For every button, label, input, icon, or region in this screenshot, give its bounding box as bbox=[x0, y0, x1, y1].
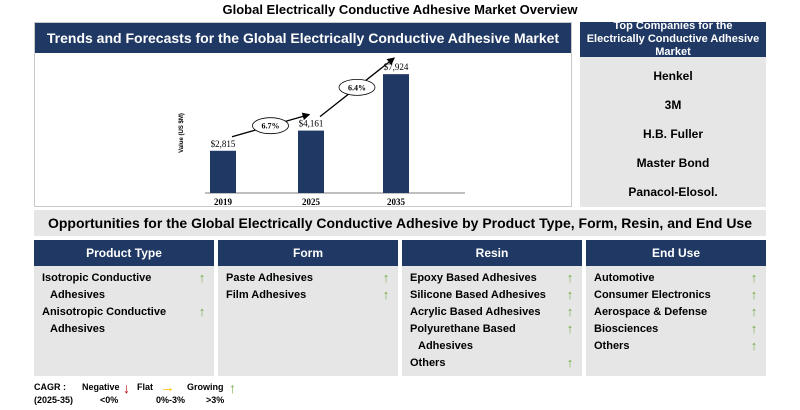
growing-arrow-icon: ↑ bbox=[750, 338, 758, 353]
category-header: Resin bbox=[402, 240, 582, 266]
cagr-bubble bbox=[338, 78, 376, 96]
category-form: Form Paste Adhesives ↑ Film Adhesives ↑ bbox=[218, 240, 398, 376]
data-label-2025: $4,161 bbox=[299, 119, 324, 129]
top-companies-list: Henkel 3M H.B. Fuller Master Bond Panaco… bbox=[580, 62, 766, 207]
growing-label: Growing bbox=[187, 382, 224, 392]
bar-2019 bbox=[210, 150, 236, 193]
category-item: Others ↑ bbox=[408, 355, 576, 372]
top-companies-header: Top Companies for the Electrically Condu… bbox=[580, 20, 766, 58]
negative-range: <0% bbox=[100, 395, 119, 405]
market-bar-chart: Value (US $M) $2,815 2019 $4,161 2025 $7,924 2… bbox=[179, 57, 465, 206]
category-item: Epoxy Based Adhesives ↑ bbox=[408, 270, 576, 287]
growing-arrow-icon: ↑ bbox=[198, 304, 206, 319]
bar-2035 bbox=[383, 74, 409, 193]
page-title: Global Electrically Conductive Adhesive … bbox=[222, 2, 578, 17]
growing-arrow-icon: ↑ bbox=[566, 321, 574, 336]
category-item: Anisotropic Conductive Adhesives ↑ bbox=[40, 304, 208, 338]
trend-header: Trends and Forecasts for the Global Elec… bbox=[35, 23, 571, 76]
growing-arrow-icon: ↑ bbox=[382, 287, 390, 302]
growing-arrow-icon: ↑ bbox=[382, 270, 390, 285]
bar-2025 bbox=[298, 130, 324, 193]
category-header: Form bbox=[218, 240, 398, 266]
growing-arrow-icon: ↑ bbox=[229, 380, 236, 396]
data-label-2035: $7,924 bbox=[384, 62, 409, 72]
cagr-label: 6.7% bbox=[262, 122, 280, 131]
company-item: Master Bond bbox=[636, 156, 710, 170]
category-item: Others ↑ bbox=[592, 338, 760, 355]
data-label-2019: $2,815 bbox=[211, 139, 236, 149]
flat-arrow-icon: → bbox=[160, 379, 175, 396]
x-tick-label-2025: 2025 bbox=[302, 197, 321, 206]
cagr-period: (2025-35) bbox=[34, 395, 74, 405]
growing-arrow-icon: ↑ bbox=[750, 304, 758, 319]
x-tick-label-2035: 2035 bbox=[387, 197, 406, 206]
category-item: Silicone Based Adhesives ↑ bbox=[408, 287, 576, 304]
growing-arrow-icon: ↑ bbox=[566, 355, 574, 370]
flat-range: 0%-3% bbox=[156, 395, 186, 405]
company-item: Panacol-Elosol. bbox=[628, 185, 718, 199]
growing-arrow-icon: ↑ bbox=[566, 270, 574, 285]
company-item: Henkel bbox=[653, 69, 693, 83]
growing-range: >3% bbox=[206, 395, 225, 405]
category-item: Isotropic Conductive Adhesives ↑ bbox=[40, 270, 208, 304]
growing-arrow-icon: ↑ bbox=[566, 304, 574, 319]
growing-arrow-icon: ↑ bbox=[750, 270, 758, 285]
category-item: Paste Adhesives ↑ bbox=[224, 270, 392, 287]
cagr-label: 6.4% bbox=[348, 83, 366, 92]
growing-arrow-icon: ↑ bbox=[750, 321, 758, 336]
category-resin: Resin Epoxy Based Adhesives ↑ Silicone Ba… bbox=[402, 240, 582, 376]
cagr-legend: CAGR : (2025-35) Negative <0% ↓ Flat 0%-… bbox=[34, 379, 274, 408]
growing-arrow-icon: ↑ bbox=[566, 287, 574, 302]
y-axis-label: Value (US $M) bbox=[179, 113, 185, 153]
growing-arrow-icon: ↑ bbox=[198, 270, 206, 285]
category-item: Automotive ↑ bbox=[592, 270, 760, 287]
category-product-type: Product Type Isotropic Conductive Adhesi… bbox=[34, 240, 214, 376]
category-item: Consumer Electronics ↑ bbox=[592, 287, 760, 304]
category-item: Acrylic Based Adhesives ↑ bbox=[408, 304, 576, 321]
opportunities-title: Opportunities for the Global Electricall… bbox=[34, 210, 766, 236]
x-tick-label-2019: 2019 bbox=[214, 197, 233, 206]
negative-arrow-icon: ↓ bbox=[123, 380, 130, 396]
cagr-label: CAGR : bbox=[34, 382, 66, 392]
category-item: Aerospace & Defense ↑ bbox=[592, 304, 760, 321]
top-companies-panel: Top Companies for the Electrically Condu… bbox=[580, 20, 766, 207]
category-end-use: End Use Automotive ↑ Consumer Electronics… bbox=[586, 240, 766, 376]
cagr-bubble bbox=[252, 117, 289, 135]
company-item: 3M bbox=[664, 98, 682, 112]
category-item: Biosciences ↑ bbox=[592, 321, 760, 338]
trend-panel: Trends and Forecasts for the Global Elec… bbox=[34, 22, 572, 207]
category-header: Product Type bbox=[34, 240, 214, 266]
flat-label: Flat bbox=[137, 382, 154, 392]
growing-arrow-icon: ↑ bbox=[750, 287, 758, 302]
company-item: H.B. Fuller bbox=[642, 127, 703, 141]
category-item: Polyurethane Based Adhesives ↑ bbox=[408, 321, 576, 355]
negative-label: Negative bbox=[82, 382, 120, 392]
category-item: Film Adhesives ↑ bbox=[224, 287, 392, 304]
category-header: End Use bbox=[586, 240, 766, 266]
